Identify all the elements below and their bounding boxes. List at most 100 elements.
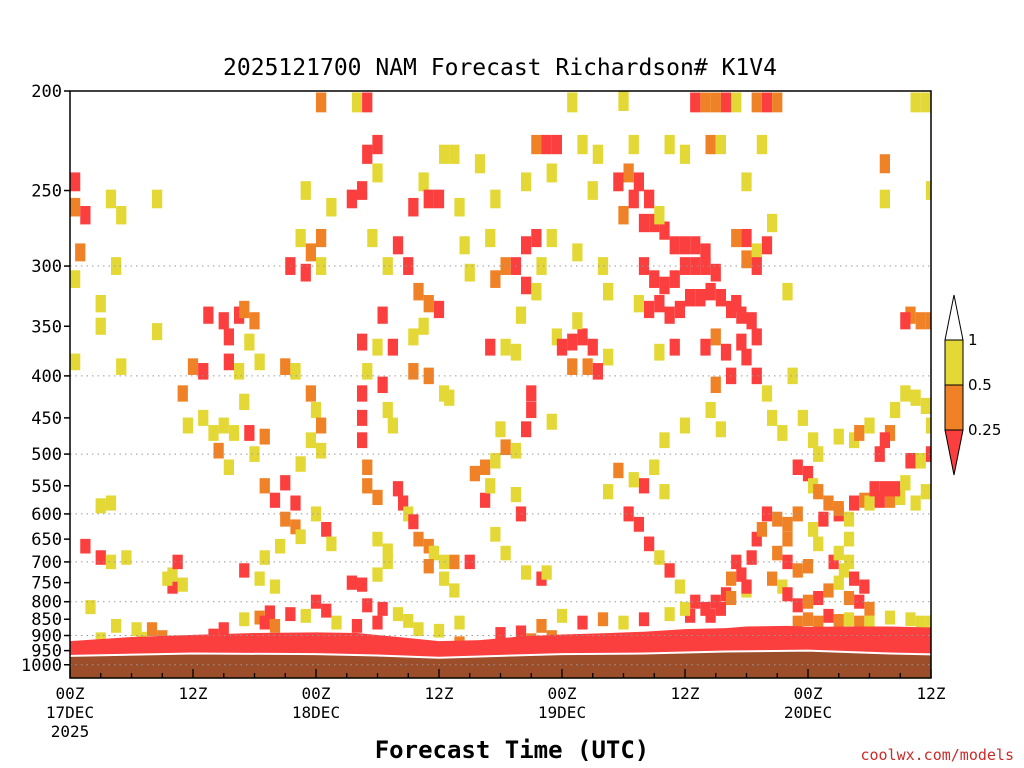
ri-cell xyxy=(864,495,875,511)
ri-cell xyxy=(357,577,368,592)
ri-cell xyxy=(664,134,675,155)
ri-cell xyxy=(833,575,844,590)
ri-cell xyxy=(884,492,896,508)
ri-cell xyxy=(280,358,291,375)
ri-cell xyxy=(372,489,383,506)
ri-cell xyxy=(751,531,762,547)
ri-cell xyxy=(833,428,844,445)
ri-cell xyxy=(644,300,655,319)
ri-cell xyxy=(310,594,322,609)
ri-cell xyxy=(669,338,680,356)
ri-cell xyxy=(223,353,234,371)
ri-cells-layer xyxy=(70,91,931,651)
boundary-layer-red xyxy=(70,625,931,658)
y-tick-label: 300 xyxy=(31,257,62,277)
ri-cell xyxy=(367,228,378,248)
x-tick-label: 12Z xyxy=(671,684,700,703)
ri-cell xyxy=(305,385,316,402)
ri-cell xyxy=(700,601,711,616)
ri-cell xyxy=(633,516,644,532)
ri-cell xyxy=(474,154,486,174)
ri-cell xyxy=(731,92,742,113)
legend-label: 1 xyxy=(968,331,978,349)
x-tick-label: 12Z xyxy=(917,684,946,703)
plot-background xyxy=(70,91,931,678)
ri-cell xyxy=(228,425,240,441)
ri-cell xyxy=(849,495,860,511)
ri-cell xyxy=(746,312,757,330)
ri-cell xyxy=(413,622,424,637)
ri-cell xyxy=(679,236,691,255)
ri-cell xyxy=(121,550,132,565)
ri-cell xyxy=(726,571,737,586)
ri-cell xyxy=(387,338,398,356)
ri-cell xyxy=(480,459,491,475)
ri-cell xyxy=(925,417,931,434)
ri-cell xyxy=(690,236,701,255)
ri-cell xyxy=(582,358,593,375)
ri-cell xyxy=(736,306,747,324)
ri-cell xyxy=(628,472,639,488)
ri-cell xyxy=(731,228,742,248)
ri-cell xyxy=(920,397,931,415)
gridlines xyxy=(70,265,931,666)
ri-cell xyxy=(111,257,122,275)
ri-cell xyxy=(843,511,855,527)
ri-cell xyxy=(536,618,547,633)
y-tick-label: 800 xyxy=(31,593,62,613)
ri-cell xyxy=(300,263,311,282)
ri-cell xyxy=(321,521,332,537)
ri-cell xyxy=(259,615,270,630)
ri-cell xyxy=(715,601,726,616)
ri-cell xyxy=(295,529,306,545)
ri-cell xyxy=(628,134,639,155)
ri-cell xyxy=(187,358,199,375)
ri-cell xyxy=(177,385,188,402)
ri-cell xyxy=(818,511,829,527)
ri-cell xyxy=(454,197,465,217)
ri-cell xyxy=(495,421,506,438)
ri-cell xyxy=(280,475,291,491)
ri-cell xyxy=(597,612,609,627)
ri-cell xyxy=(433,189,445,209)
ri-cell xyxy=(70,353,81,371)
ri-cell xyxy=(664,607,675,622)
ri-cell xyxy=(485,338,496,356)
ri-cell xyxy=(290,495,301,511)
ri-cell xyxy=(567,333,578,351)
ri-cell xyxy=(705,282,716,301)
ri-cell xyxy=(433,623,445,638)
ri-cell xyxy=(362,363,373,380)
ri-cell xyxy=(823,583,834,598)
ri-cell xyxy=(731,294,742,313)
ri-cell xyxy=(567,92,578,113)
ri-cell xyxy=(659,484,670,500)
ri-cell xyxy=(659,221,670,240)
ri-cell xyxy=(377,376,388,394)
y-tick-label: 850 xyxy=(31,610,62,630)
ri-cell xyxy=(900,475,911,491)
ri-cell xyxy=(105,189,117,209)
ri-cell xyxy=(239,612,250,627)
ri-cell xyxy=(654,294,665,313)
ri-cell xyxy=(751,92,762,113)
ri-cell xyxy=(690,92,701,113)
ri-cell xyxy=(254,571,265,586)
ri-cell xyxy=(823,495,834,511)
ri-cell xyxy=(879,154,890,174)
ri-cell xyxy=(700,338,711,356)
ri-cell xyxy=(838,563,849,578)
ri-cell xyxy=(782,531,793,547)
ri-cell xyxy=(710,263,721,282)
ri-cell xyxy=(751,257,762,275)
ri-cell xyxy=(515,625,527,640)
ri-cell xyxy=(377,601,388,616)
ri-cell xyxy=(900,312,911,330)
ri-cell xyxy=(618,615,629,630)
ri-cell xyxy=(239,563,250,578)
ri-cell xyxy=(70,270,81,288)
ri-cell xyxy=(316,417,327,434)
ri-cell xyxy=(726,590,737,606)
ri-cell xyxy=(310,401,322,419)
